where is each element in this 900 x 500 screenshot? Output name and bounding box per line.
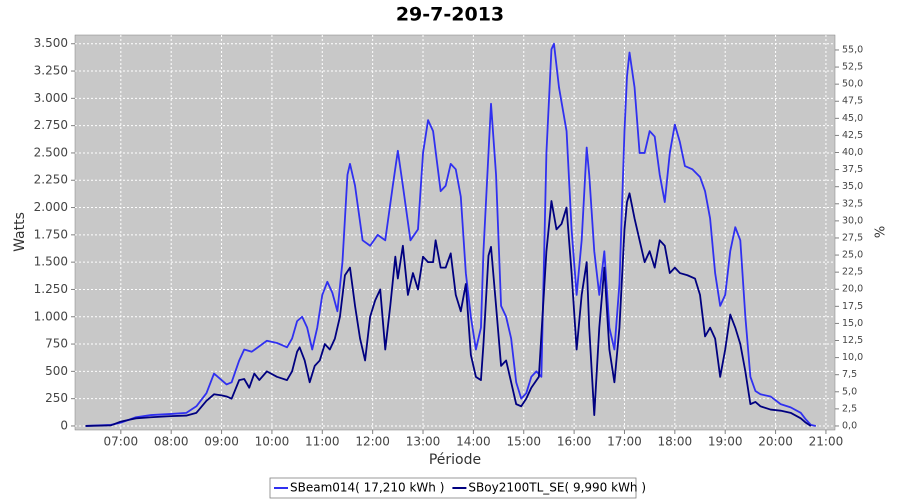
x-tick-label: 13:00: [406, 435, 441, 449]
y2-tick-label: 25,0: [842, 250, 863, 261]
y2-tick-label: 10,0: [842, 352, 863, 363]
series-line: [85, 192, 812, 427]
x-tick-label: 11:00: [305, 435, 340, 449]
y2-tick-label: 12,5: [842, 335, 863, 346]
y2-tick-label: 35,0: [842, 181, 863, 192]
y2-tick-label: 15,0: [842, 318, 863, 329]
y2-tick-label: 0,0: [842, 420, 857, 431]
y-tick-label: 500: [45, 364, 68, 378]
y-tick-label: 1.250: [34, 282, 68, 296]
y2-tick-label: 55,0: [842, 44, 863, 55]
x-tick-label: 07:00: [104, 435, 139, 449]
plot-area: [74, 34, 836, 431]
y-tick-label: 1.750: [34, 227, 68, 241]
y-tick-label: 2.000: [34, 200, 68, 214]
y-axis-label: Watts: [12, 212, 28, 252]
y2-tick-label: 20,0: [842, 284, 863, 295]
x-tick-label: 09:00: [204, 435, 239, 449]
series-line: [85, 42, 817, 427]
y2-tick-label: 42,5: [842, 130, 863, 141]
y2-tick-label: 37,5: [842, 164, 863, 175]
y-tick-label: 1.500: [34, 255, 68, 269]
x-tick-label: 16:00: [557, 435, 592, 449]
y-tick-label: 2.750: [34, 118, 68, 132]
y2-tick-label: 22,5: [842, 267, 863, 278]
y2-tick-label: 40,0: [842, 147, 863, 158]
y-tick-label: 1.000: [34, 309, 68, 323]
y2-tick-label: 50,0: [842, 79, 863, 90]
legend-label: SBeam014( 17,210 kWh ): [290, 481, 444, 495]
x-tick-label: 21:00: [809, 435, 844, 449]
y2-tick-label: 2,5: [842, 403, 857, 414]
y2-tick-label: 17,5: [842, 301, 863, 312]
y2-axis-label: %: [874, 226, 889, 238]
x-tick-label: 20:00: [758, 435, 793, 449]
x-axis-label: Période: [429, 452, 481, 468]
y-tick-label: 2.250: [34, 173, 68, 187]
legend-label: SBoy2100TL_SE( 9,990 kWh ): [468, 481, 646, 495]
y-tick-label: 250: [45, 391, 68, 405]
y-tick-label: 3.000: [34, 91, 68, 105]
y-tick-label: 3.500: [34, 36, 68, 50]
y2-tick-label: 5,0: [842, 386, 857, 397]
x-tick-label: 10:00: [255, 435, 290, 449]
y-tick-label: 750: [45, 337, 68, 351]
chart-title: 29-7-2013: [396, 4, 504, 26]
y2-tick-label: 30,0: [842, 215, 863, 226]
y2-tick-label: 45,0: [842, 113, 863, 124]
y-tick-label: 3.250: [34, 64, 68, 78]
x-tick-label: 19:00: [708, 435, 743, 449]
x-tick-label: 14:00: [456, 435, 491, 449]
y2-tick-label: 7,5: [842, 369, 857, 380]
y2-tick-label: 32,5: [842, 198, 863, 209]
y2-tick-label: 27,5: [842, 232, 863, 243]
y-tick-label: 0: [60, 418, 68, 432]
x-tick-label: 18:00: [658, 435, 693, 449]
x-tick-label: 08:00: [154, 435, 189, 449]
x-tick-label: 12:00: [355, 435, 390, 449]
y-tick-label: 2.500: [34, 145, 68, 159]
x-tick-label: 17:00: [607, 435, 642, 449]
y2-tick-label: 52,5: [842, 62, 863, 73]
y2-tick-label: 47,5: [842, 96, 863, 107]
x-tick-label: 15:00: [506, 435, 541, 449]
